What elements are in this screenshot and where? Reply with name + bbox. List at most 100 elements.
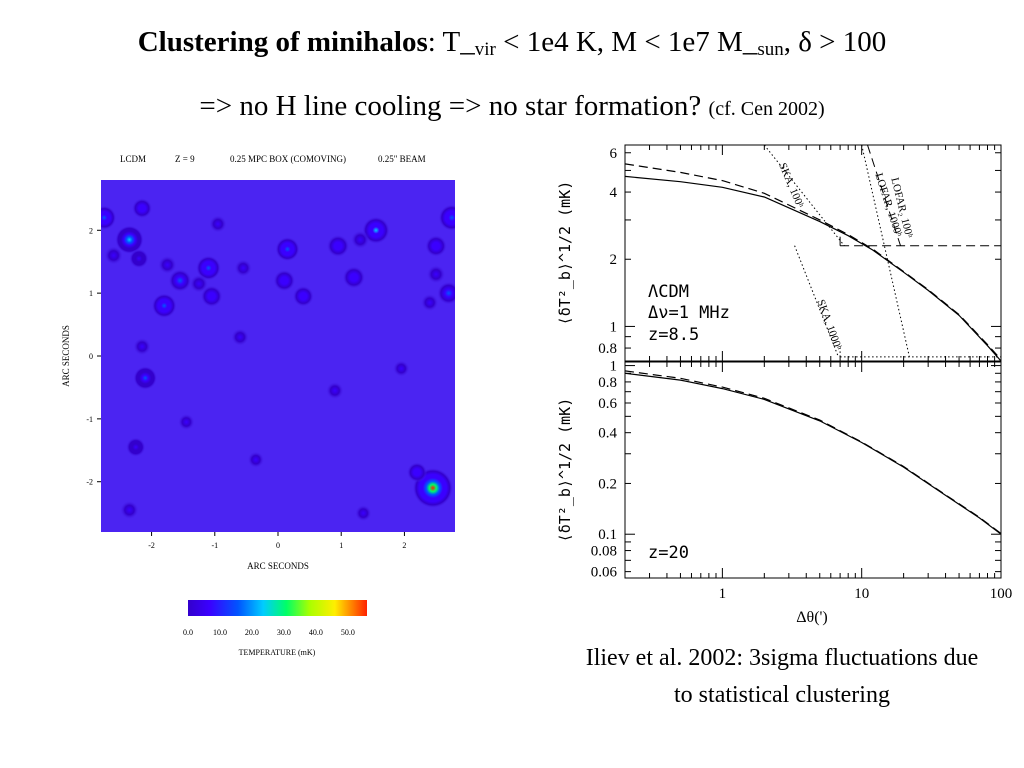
title-rest1: < 1e4 K, M < 1e7 M_ [495, 26, 758, 58]
map-xtick-label: -1 [211, 541, 218, 550]
map-source [426, 264, 446, 284]
map-xtick-label: 1 [339, 541, 343, 550]
title-bold: Clustering of minihalos [137, 26, 428, 58]
map-source [275, 236, 300, 262]
top-annotation-model: ΛCDM [648, 282, 689, 302]
map-header-item: LCDM [120, 154, 146, 164]
map-source [133, 366, 158, 390]
ytick-label: 1 [610, 359, 618, 375]
map-source [151, 293, 177, 319]
map-ytick-label: -1 [86, 415, 93, 424]
map-source [231, 328, 249, 347]
top-panel-curves [625, 145, 1001, 361]
map-ytick-label: -2 [86, 478, 93, 487]
bottom-series-solid [625, 372, 1001, 535]
top-annotation-bandwidth: Δν=1 MHz [648, 303, 730, 323]
subtitle-main: => no H line cooling => no star formatio… [199, 90, 702, 122]
map-ylabel: ARC SECONDS [61, 325, 71, 387]
map-source [247, 451, 265, 469]
xlabel: Δθ(') [796, 609, 828, 626]
top-series-solid [625, 175, 1001, 361]
colorbar-tick-label: 20.0 [245, 628, 259, 637]
colorbar-ticks: 0.0 10.0 20.0 30.0 40.0 50.0 [183, 628, 355, 637]
map-source [115, 225, 144, 255]
ytick-label: 0.4 [598, 426, 617, 442]
map-source [129, 248, 149, 269]
ytick-label: 0.8 [598, 375, 617, 391]
map-source [177, 413, 195, 431]
map-axes: -2 -1 0 1 2 -2 -1 0 1 2 [86, 226, 406, 550]
xtick-label: 100 [990, 586, 1013, 602]
map-header-item: Z = 9 [175, 154, 195, 164]
map-source [350, 230, 370, 250]
caption-line-2: to statistical clustering [674, 682, 890, 708]
ytick-label: 0.6 [598, 396, 617, 412]
map-source [326, 234, 350, 258]
slide-subtitle: => no H line cooling => no star formatio… [0, 90, 1024, 123]
title-msun-sub: sun [757, 39, 784, 60]
top-annotation-redshift: z=8.5 [648, 325, 699, 345]
colorbar-tick-label: 0.0 [183, 628, 193, 637]
map-xlabel: ARC SECONDS [247, 561, 309, 571]
ytick-label: 1 [610, 319, 618, 335]
top-panel-frame [624, 144, 1002, 362]
map-source [120, 500, 139, 520]
map-source [438, 204, 455, 232]
ytick-label: 0.06 [591, 565, 618, 581]
slide-title: Clustering of minihalos: T_vir < 1e4 K, … [0, 26, 1024, 60]
map-sources [101, 198, 455, 522]
colorbar-tick-label: 40.0 [309, 628, 323, 637]
map-header-item: 0.25" BEAM [378, 154, 426, 164]
map-source [273, 269, 296, 292]
map-ytick-label: 1 [89, 289, 93, 298]
sensitivity-curve [867, 145, 901, 246]
map-source [342, 266, 366, 289]
map-source [125, 437, 146, 457]
title-colon: : [427, 26, 436, 58]
map-source [420, 293, 439, 312]
bottom-panel-curves [625, 370, 1001, 535]
map-source [209, 215, 227, 233]
map-source [168, 268, 192, 293]
map-source [325, 381, 344, 400]
map-xtick-label: 0 [276, 541, 280, 550]
top-ylabel: ⟨δT²_b⟩^1/2 (mK) [556, 181, 574, 326]
map-source [195, 255, 221, 281]
map-source [104, 246, 124, 265]
map-source [437, 281, 455, 305]
map-header: LCDM Z = 9 0.25 MPC BOX (COMOVING) 0.25" BE… [120, 154, 426, 164]
top-series-dashed [625, 163, 1001, 360]
ytick-label: 2 [610, 252, 618, 268]
map-source [157, 255, 177, 275]
sensitivity-label: SKA, 100ʰ [776, 161, 806, 210]
map-source [392, 360, 410, 377]
sensitivity-curve [763, 145, 845, 247]
map-source [292, 285, 314, 307]
bottom-panel-ticks: 1 10 1000.060.080.10.20.40.60.81 [591, 359, 1013, 602]
title-tvir: T_ [442, 26, 475, 58]
caption-line-1: Iliev et al. 2002: 3sigma fluctuations d… [585, 645, 979, 671]
title-tvir-sub: vir [474, 39, 496, 60]
ytick-label: 4 [610, 185, 618, 201]
top-panel-ticks: 0.8 1 2 4 6 [598, 145, 1001, 362]
map-source [354, 504, 372, 522]
map-ytick-label: 0 [89, 352, 93, 361]
map-xtick-label: 2 [402, 541, 406, 550]
ytick-label: 0.2 [598, 476, 617, 492]
map-source [200, 285, 223, 308]
ytick-label: 0.8 [598, 341, 617, 357]
ytick-label: 6 [610, 146, 618, 162]
colorbar-tick-label: 10.0 [213, 628, 227, 637]
ytick-label: 0.08 [591, 544, 617, 560]
map-source [131, 198, 153, 219]
colorbar [188, 600, 367, 616]
colorbar-tick-label: 30.0 [277, 628, 291, 637]
map-source [101, 205, 117, 230]
map-header-item: 0.25 MPC BOX (COMOVING) [230, 154, 346, 164]
bottom-ylabel: ⟨δT²_b⟩^1/2 (mK) [556, 398, 574, 543]
map-source [189, 274, 209, 294]
map-source [425, 235, 447, 257]
bottom-panel-frame [624, 361, 1002, 579]
